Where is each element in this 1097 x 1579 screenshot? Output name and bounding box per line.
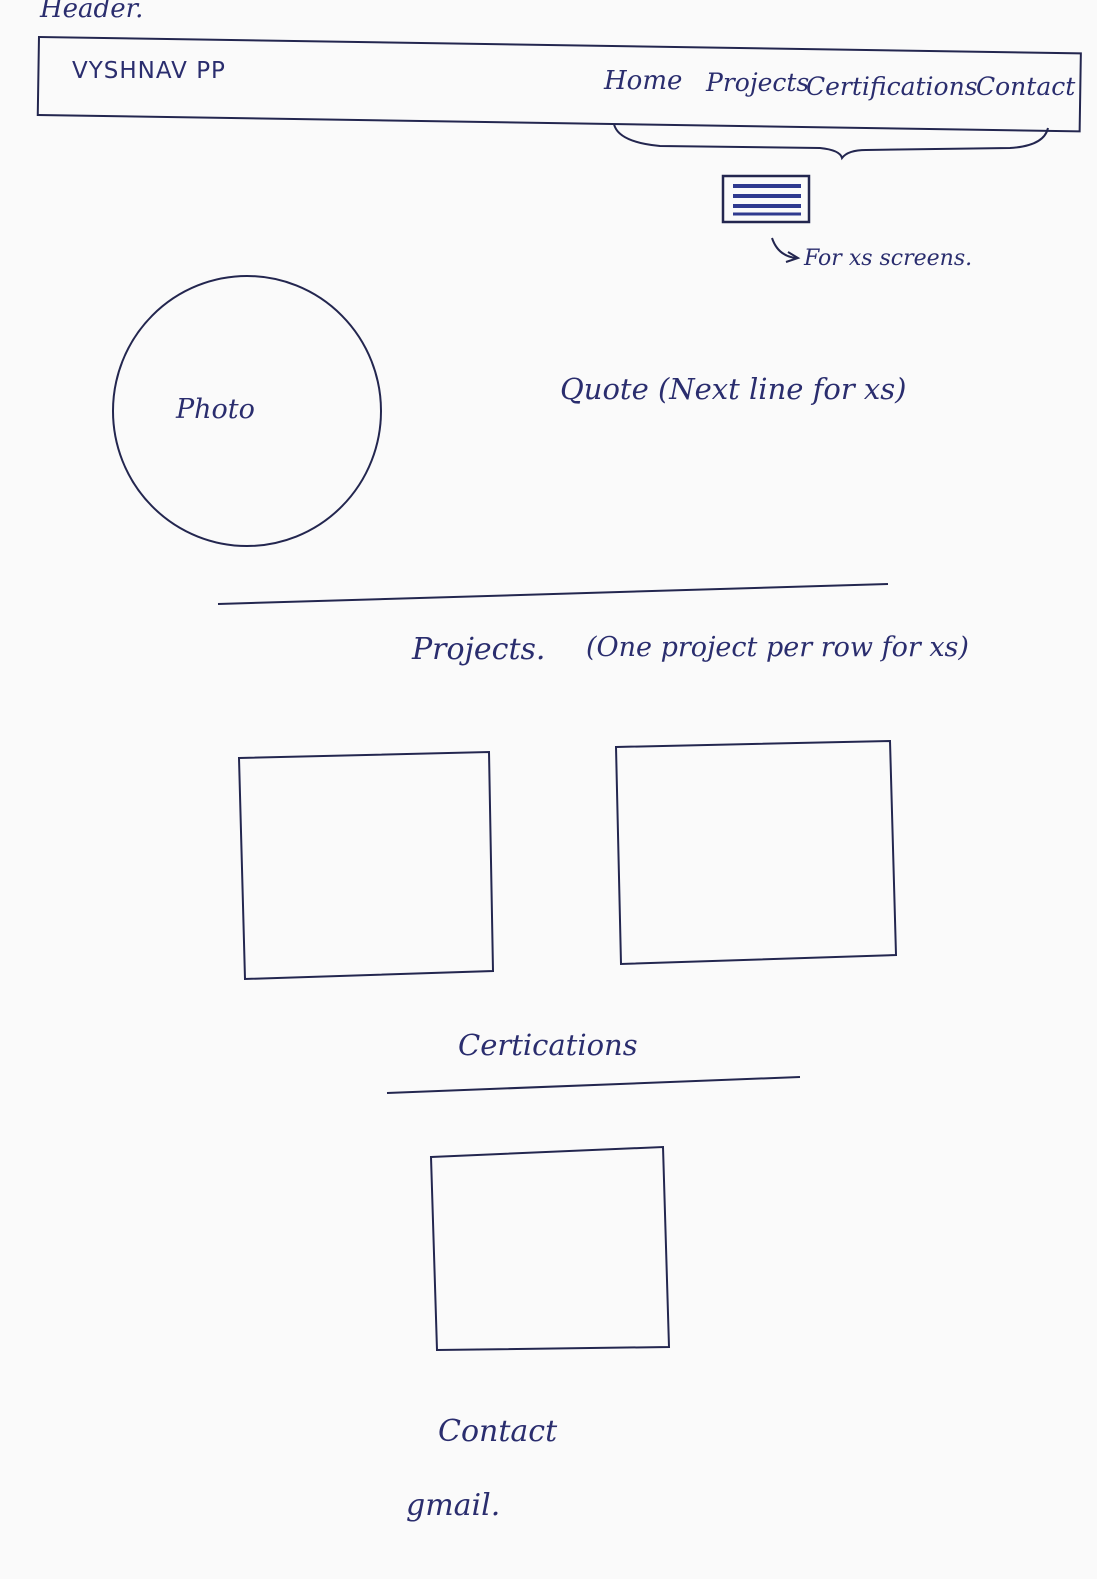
brand-name[interactable]: VYSHNAV PP (72, 58, 226, 84)
project-card-2 (614, 739, 898, 966)
nav-item-home[interactable]: Home (604, 66, 683, 96)
certifications-heading: Certications (458, 1028, 638, 1062)
arrow-icon (771, 237, 801, 263)
contact-heading: Contact (438, 1414, 558, 1449)
photo-circle (112, 275, 382, 547)
hamburger-note: For xs screens. (804, 246, 973, 271)
photo-label: Photo (176, 394, 255, 425)
projects-heading: Projects. (412, 632, 546, 667)
nav-item-projects[interactable]: Projects (706, 68, 810, 97)
projects-note: (One project per row for xs) (586, 632, 969, 663)
contact-gmail[interactable]: gmail. (406, 1488, 501, 1523)
nav-item-contact[interactable]: Contact (976, 72, 1076, 101)
project-card-1 (237, 750, 495, 981)
nav-item-certifications[interactable]: Certifications (806, 72, 978, 101)
hero-divider (217, 583, 889, 605)
nav-brace (613, 123, 1049, 161)
header-note: Header. (40, 0, 144, 24)
quote-label: Quote (Next line for xs) (560, 372, 907, 406)
certifications-divider (386, 1076, 801, 1094)
hamburger-icon[interactable] (721, 174, 811, 224)
certification-card (429, 1145, 671, 1352)
